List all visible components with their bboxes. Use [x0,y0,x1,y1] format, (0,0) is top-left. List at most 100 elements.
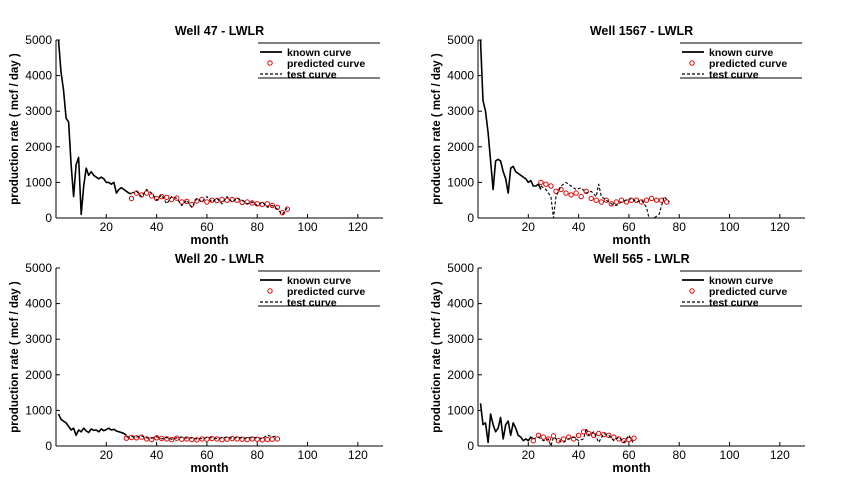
predicted-point [128,434,135,441]
predicted-point [214,436,220,442]
predicted-point [648,195,655,202]
x-tick-label: 60 [622,448,636,462]
y-tick-label: 1000 [25,403,52,417]
predicted-point [143,190,150,196]
predicted-point [264,201,270,207]
predicted-point [284,206,291,212]
predicted-point [128,195,135,202]
legend-label: known curve [287,47,351,59]
y-tick-label: 2000 [447,140,474,154]
predicted-point [209,435,215,442]
predicted-point [578,193,584,200]
predicted-point [169,436,175,443]
predicted-point [553,188,559,195]
x-tick-label: 60 [622,220,636,234]
predicted-point [664,199,670,205]
legend-label: predicted curve [287,58,365,70]
predicted-point [626,436,632,443]
predicted-point [568,192,574,198]
y-tick-label: 5000 [25,261,52,275]
series-test-curve [131,188,288,215]
predicted-point [244,436,250,443]
predicted-point [174,435,180,441]
chart-panel-4: Well 565 - LWLR 20 40 60 80 100 120 0 1000 2000 30… [431,252,805,475]
x-tick-label: 120 [348,220,368,234]
x-tick-label: 20 [522,448,536,462]
x-tick-label: 80 [673,448,687,462]
y-tick-label: 3000 [447,104,474,118]
y-tick-label: 5000 [447,33,474,47]
legend-label: known curve [709,275,773,287]
series-predicted-curve [123,434,281,443]
y-tick-label: 0 [45,439,52,453]
predicted-point [148,436,155,443]
legend-label: predicted curve [287,286,365,298]
predicted-point [249,200,255,206]
chart-panel-2: Well 1567 - LWLR 20 40 60 80 100 120 0 1000 2000 3… [431,24,805,247]
predicted-point [254,436,260,442]
chart-panel-3: Well 20 - LWLR 20 40 60 80 100 120 0 1000 2000 300… [9,252,383,475]
chart-panel-1: Well 47 - LWLR 20 40 60 80 100 120 0 1000 2000 300… [9,24,383,247]
predicted-point [623,199,630,205]
predicted-point [573,190,579,196]
x-tick-label: 40 [150,220,164,234]
legend-label: predicted curve [709,58,787,70]
x-tick-label: 120 [348,448,368,462]
predicted-point [606,432,612,438]
predicted-point [259,437,265,443]
predicted-point [575,432,582,438]
series-known-curve [479,403,534,444]
y-tick-label: 0 [467,211,474,225]
legend-marker-predicted [689,288,695,294]
predicted-point [153,435,160,441]
legend-label: test curve [709,297,759,309]
legend-label: known curve [287,275,351,287]
series-known-curve [57,39,132,216]
x-tick-label: 80 [251,448,265,462]
predicted-point [133,435,140,441]
predicted-point [545,436,552,442]
series-predicted-curve [128,190,291,216]
y-tick-label: 1000 [25,175,52,189]
y-axis-label: production rate ( mcf / day ) [431,53,443,205]
predicted-point [239,436,245,442]
predicted-point [264,436,270,443]
y-axis-label: production rate ( mcf / day ) [431,281,443,433]
predicted-point [555,438,562,444]
predicted-point [538,179,544,186]
y-tick-label: 3000 [447,332,474,346]
y-axis-label: production rate ( mcf / day ) [9,53,21,205]
predicted-point [158,435,165,442]
y-tick-label: 3000 [25,332,52,346]
legend-label: known curve [709,47,773,59]
predicted-point [563,190,569,196]
x-axis-label: month [190,461,228,475]
legend-marker-predicted [689,60,695,66]
predicted-point [658,197,665,203]
y-tick-label: 4000 [25,69,52,83]
series-test-curve [533,427,635,447]
chart-title: Well 47 - LWLR [175,24,264,38]
y-tick-label: 4000 [25,297,52,311]
predicted-point [179,199,185,205]
legend-marker-predicted [267,288,273,294]
predicted-point [269,202,275,209]
x-tick-label: 120 [770,220,790,234]
x-tick-label: 40 [150,448,164,462]
x-tick-label: 100 [720,220,740,234]
predicted-point [548,183,554,189]
series-test-curve [126,434,278,440]
predicted-point [631,435,637,441]
predicted-point [596,430,602,437]
predicted-point [598,199,604,205]
predicted-point [184,198,190,205]
predicted-point [540,434,547,440]
y-tick-label: 1000 [447,403,474,417]
y-tick-label: 5000 [25,33,52,47]
predicted-point [588,195,594,202]
y-tick-label: 1000 [447,175,474,189]
x-tick-label: 20 [100,448,114,462]
y-tick-label: 4000 [447,297,474,311]
predicted-point [184,436,190,442]
